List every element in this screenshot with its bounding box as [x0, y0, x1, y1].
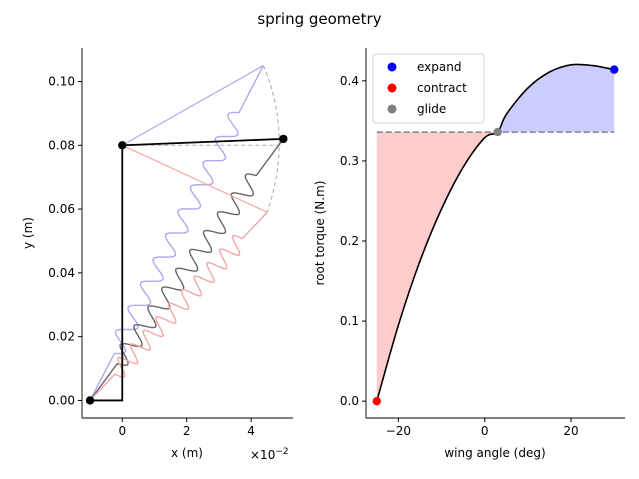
left-xlabel: x (m) [171, 446, 203, 460]
right-ylabel: root torque (N.m) [313, 181, 327, 286]
frame-line [90, 145, 124, 402]
point-expand [610, 65, 619, 74]
legend-label-glide: glide [417, 102, 446, 116]
y-tick-label: 0.02 [48, 330, 75, 344]
rod-expand [121, 65, 264, 146]
right-ticks: −20 0 20 0.0 0.1 0.2 0.3 0.4 [340, 74, 579, 438]
y-tick-label: 0.2 [340, 234, 359, 248]
point-contract [372, 396, 381, 406]
fill-contract [376, 132, 498, 402]
left-axes: 0 2 40.000.020.040.060.080.10 x (m) y (m) … [21, 48, 293, 462]
legend-label-contract: contract [417, 81, 467, 95]
figure-title: spring geometry [257, 10, 381, 28]
joint-marker-1 [118, 141, 127, 150]
joint-marker-0 [85, 396, 95, 405]
torque-marks [372, 63, 619, 406]
x-tick-label: 0 [118, 424, 126, 438]
legend-marker-glide [387, 104, 397, 114]
x-tick-label: 2 [183, 424, 191, 438]
spring-glide [89, 138, 284, 401]
x-tick-label: 20 [563, 424, 578, 438]
wing-arm [122, 138, 284, 147]
x-tick-label: 4 [247, 424, 255, 438]
fill-expand [497, 64, 615, 133]
spring-expand [89, 65, 264, 401]
rod-contract [122, 144, 268, 213]
y-tick-label: 0.08 [48, 138, 75, 152]
x-tick-label: 0 [481, 424, 489, 438]
y-tick-label: 0.10 [48, 74, 75, 88]
legend-frame [372, 53, 485, 124]
legend-marker-expand [387, 62, 397, 72]
y-tick-label: 0.4 [340, 74, 359, 88]
spring-marks [85, 65, 288, 405]
y-tick-label: 0.00 [48, 393, 75, 407]
x-tick-label: −20 [386, 424, 411, 438]
legend: expand contract glide [372, 53, 485, 124]
spring-contract [89, 211, 268, 401]
legend-marker-contract [387, 83, 397, 93]
y-tick-label: 0.06 [48, 202, 75, 216]
right-xlabel: wing angle (deg) [444, 446, 545, 460]
point-glide [493, 127, 502, 137]
y-tick-label: 0.3 [340, 154, 359, 168]
y-tick-label: 0.1 [340, 314, 359, 328]
arc-line [262, 65, 280, 213]
right-axes: −20 0 20 0.0 0.1 0.2 0.3 0.4 wing angle (deg) r… [313, 48, 625, 460]
left-x-offset-label: ×10−2 [250, 447, 289, 462]
left-ticks: 0 2 4 0.00 0.02 0.04 0.06 0.08 0.10 [48, 74, 255, 438]
y-tick-label: 0.0 [340, 394, 359, 408]
y-tick-label: 0.04 [48, 266, 75, 280]
left-ylabel: y (m) [21, 217, 35, 249]
joint-marker-2 [279, 134, 288, 144]
legend-label-expand: expand [417, 60, 461, 74]
